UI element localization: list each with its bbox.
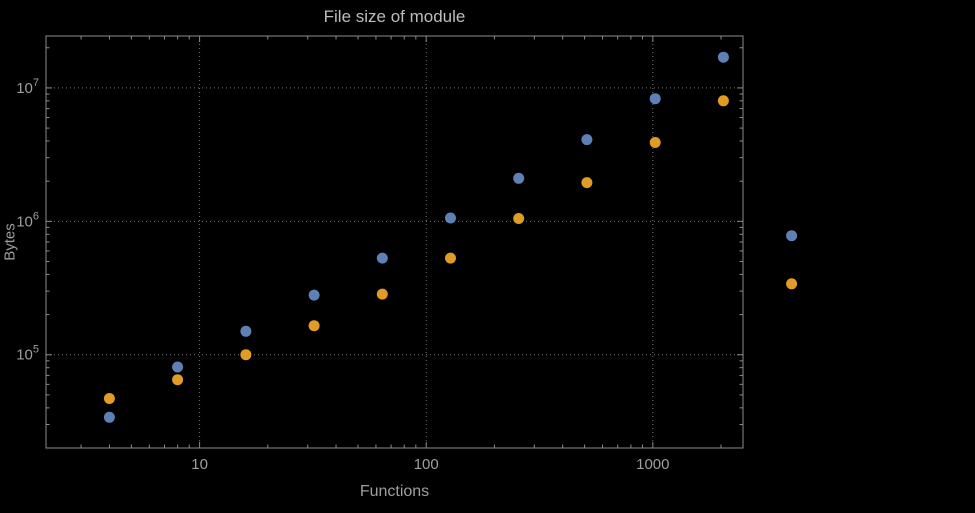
- x-tick-label: 10: [191, 456, 208, 473]
- data-point-series1: [717, 51, 729, 63]
- data-point-series1: [308, 289, 320, 301]
- x-tick-label: 1000: [636, 456, 669, 473]
- data-point-series1: [172, 361, 184, 373]
- x-axis-label: Functions: [359, 483, 430, 500]
- data-point-series1: [649, 93, 661, 105]
- data-point-series2: [240, 349, 252, 361]
- data-point-series2: [103, 393, 115, 404]
- data-point-series2: [649, 137, 661, 148]
- data-point-series1: [581, 134, 593, 146]
- data-point-series2: [172, 374, 184, 386]
- data-point-series2: [308, 320, 320, 332]
- data-point-series1: [445, 212, 456, 224]
- data-point-series2: [717, 95, 729, 107]
- data-point-series2: [376, 288, 388, 300]
- data-point-series2: [786, 278, 798, 290]
- data-point-series1: [103, 411, 115, 423]
- data-point-series1: [376, 252, 388, 264]
- y-tick-label: 107: [16, 77, 39, 97]
- data-point-series1: [240, 325, 252, 337]
- plot-frame: [45, 35, 744, 449]
- data-point-series1: [513, 172, 525, 184]
- x-tick-label: 100: [414, 456, 439, 473]
- data-point-series2: [581, 177, 593, 189]
- chart-title: File size of module: [323, 7, 466, 26]
- data-point-series1: [786, 230, 798, 242]
- data-point-series2: [513, 213, 525, 224]
- y-tick-label: 106: [16, 210, 39, 230]
- data-point-series2: [445, 252, 456, 264]
- y-tick-label: 105: [16, 344, 39, 364]
